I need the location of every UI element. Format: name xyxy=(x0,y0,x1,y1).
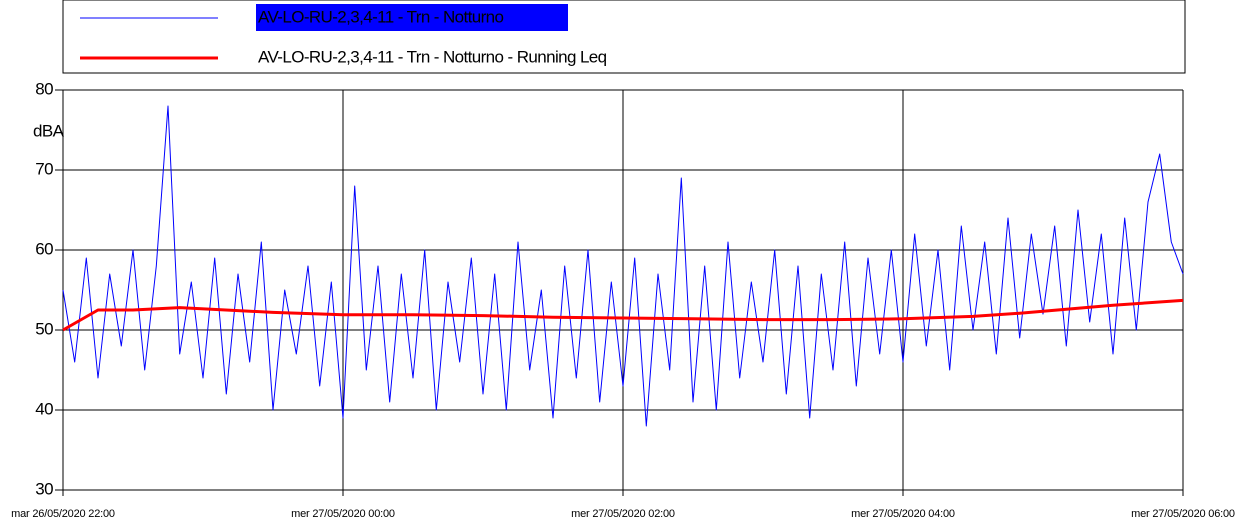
y-tick-label: 40 xyxy=(35,399,53,418)
y-tick-label: 30 xyxy=(35,479,53,498)
x-tick-label: mer 27/05/2020 00:00 xyxy=(291,508,395,520)
y-tick-label: 60 xyxy=(35,239,53,258)
x-tick-label: mer 27/05/2020 04:00 xyxy=(851,508,955,520)
legend-label: AV-LO-RU-2,3,4-11 - Trn - Notturno xyxy=(258,7,504,26)
y-tick-label: 70 xyxy=(35,159,53,178)
y-tick-label: 50 xyxy=(35,319,53,338)
x-tick-label: mer 27/05/2020 02:00 xyxy=(571,508,675,520)
legend-box xyxy=(62,0,1186,74)
series-line xyxy=(62,298,1184,332)
x-tick-label: mer 27/05/2020 06:00 xyxy=(1131,508,1235,520)
series-line xyxy=(62,105,1184,427)
y-axis-label: dBA xyxy=(33,121,65,140)
y-tick-label: 80 xyxy=(35,79,53,98)
legend-highlight xyxy=(256,4,568,31)
legend-label: AV-LO-RU-2,3,4-11 - Trn - Notturno - Run… xyxy=(258,47,607,66)
x-tick-label: mar 26/05/2020 22:00 xyxy=(11,508,115,520)
